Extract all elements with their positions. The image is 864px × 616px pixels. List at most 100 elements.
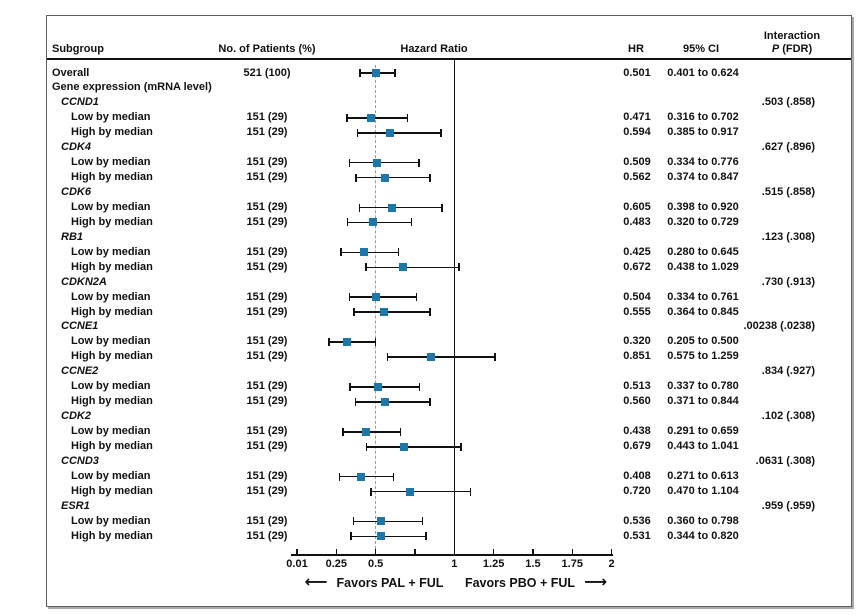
error-bar-cap-right	[421, 517, 424, 526]
error-bar-cap-right	[459, 442, 462, 451]
gene-row: ESR1 .959 (.959)	[47, 499, 851, 514]
error-bar	[347, 221, 412, 224]
hr-value: 0.536	[623, 514, 651, 527]
header-ci: 95% CI	[682, 43, 720, 55]
error-bar-cap-left	[350, 532, 352, 541]
table-row: Overall 521 (100) 0.501 0.401 to 0.624	[47, 66, 851, 81]
hr-value: 0.531	[623, 529, 651, 542]
axis-tick-label: 0.25	[325, 558, 348, 570]
hr-marker	[367, 113, 376, 122]
hr-marker	[381, 173, 390, 182]
hr-value: 0.594	[623, 126, 651, 139]
interaction-p-value: .0631 (.308)	[755, 454, 815, 467]
error-bar	[355, 401, 430, 403]
table-body: Overall 521 (100) 0.501 0.401 to 0.624 Gene …	[47, 66, 851, 544]
error-bar-cap-right	[397, 248, 400, 257]
patients-value: 151 (29)	[246, 156, 288, 169]
error-bar	[342, 430, 401, 433]
row-label: CCNE1	[61, 320, 99, 333]
row-label: Low by median	[71, 425, 151, 437]
error-bar-cap-right	[425, 532, 427, 541]
patients-value: 151 (29)	[246, 425, 288, 437]
error-bar-cap-left	[359, 68, 361, 77]
error-bar	[366, 445, 461, 448]
ci-value: 0.271 to 0.613	[667, 469, 739, 482]
reference-line-dashed	[374, 65, 376, 554]
table-row: High by median 151 (29) 0.672 0.438 to 1.02…	[47, 260, 851, 275]
header-hr: HR	[628, 43, 644, 55]
patients-value: 151 (29)	[246, 514, 288, 527]
error-bar	[350, 386, 420, 388]
axis-tick	[414, 549, 416, 554]
row-label: Overall	[52, 66, 90, 79]
error-bar	[351, 535, 426, 538]
axis-tick-label: 1.5	[525, 558, 541, 570]
table-row: High by median 151 (29) 0.555 0.364 to 0.84…	[47, 305, 851, 320]
row-label: RB1	[61, 230, 84, 243]
table-row: Low by median 151 (29) 0.509 0.334 to 0.776	[47, 155, 851, 170]
error-bar-cap-left	[346, 218, 349, 227]
axis-tick-label: 0.01	[286, 558, 308, 570]
right-arrow-icon: ⟶	[584, 574, 608, 591]
error-bar-cap-right	[494, 353, 496, 362]
error-bar-cap-right	[440, 128, 443, 137]
error-bar	[355, 176, 431, 179]
row-label: Low by median	[71, 290, 151, 303]
header-patients: No. of Patients (%)	[218, 43, 316, 55]
hr-value: 0.504	[623, 290, 651, 303]
hr-marker	[372, 293, 381, 302]
axis-tick	[492, 549, 495, 554]
error-bar	[370, 490, 471, 493]
header-subgroup: Subgroup	[52, 43, 104, 55]
hr-marker	[388, 203, 397, 212]
patients-value: 151 (29)	[246, 260, 288, 273]
gene-row: CCND3 .0631 (.308)	[47, 454, 851, 469]
row-label: Low by median	[71, 200, 151, 213]
hr-marker	[371, 68, 380, 77]
table-row: Low by median 151 (29) 0.408 0.271 to 0.613	[47, 469, 851, 484]
table-row: Low by median 151 (29) 0.605 0.398 to 0.920	[47, 200, 851, 215]
hr-marker	[386, 128, 395, 137]
axis-tick	[453, 549, 455, 554]
ci-value: 0.371 to 0.844	[667, 395, 739, 408]
ci-value: 0.470 to 1.104	[667, 484, 739, 497]
hr-marker	[406, 487, 415, 496]
ci-value: 0.364 to 0.845	[667, 305, 739, 318]
error-bar-cap-left	[355, 173, 357, 182]
error-bar-cap-left	[341, 427, 344, 436]
table-row: High by median 151 (29) 0.851 0.575 to 1.25…	[47, 349, 851, 364]
gene-row: CCNE1 .00238 (.0238)	[47, 319, 851, 334]
table-row: Low by median 151 (29) 0.471 0.316 to 0.702	[47, 110, 851, 125]
error-bar	[357, 131, 442, 134]
patients-value: 151 (29)	[246, 290, 288, 303]
hr-marker	[343, 338, 352, 347]
hr-value: 0.679	[623, 439, 651, 452]
error-bar-cap-right	[469, 487, 472, 496]
error-bar	[365, 266, 459, 269]
row-label: High by median	[71, 350, 153, 363]
error-bar-cap-left	[328, 338, 331, 347]
header-interaction-fdr: (FDR)	[779, 43, 813, 55]
hr-marker	[376, 532, 385, 541]
gene-row: CDK6 .515 (.858)	[47, 185, 851, 200]
ci-value: 0.291 to 0.659	[667, 425, 739, 437]
patients-value: 151 (29)	[246, 200, 288, 213]
hr-value: 0.471	[623, 111, 651, 124]
row-label: Low by median	[71, 335, 151, 348]
axis-tick-label: 0.5	[367, 558, 384, 570]
row-label: CCNE2	[61, 365, 99, 378]
patients-value: 151 (29)	[246, 111, 288, 124]
hr-value: 0.605	[623, 200, 651, 213]
axis-tick-label: 1	[451, 558, 458, 570]
table-row: High by median 151 (29) 0.562 0.374 to 0.84…	[47, 170, 851, 185]
hr-marker	[368, 218, 377, 227]
ci-value: 0.360 to 0.798	[667, 514, 739, 527]
hr-value: 0.555	[623, 305, 651, 318]
error-bar	[341, 251, 399, 254]
error-bar-cap-left	[345, 113, 348, 122]
error-bar-cap-left	[348, 293, 351, 302]
gene-row: RB1 .123 (.308)	[47, 230, 851, 245]
patients-value: 151 (29)	[246, 126, 288, 139]
table-row: High by median 151 (29) 0.531 0.344 to 0.82…	[47, 529, 851, 544]
